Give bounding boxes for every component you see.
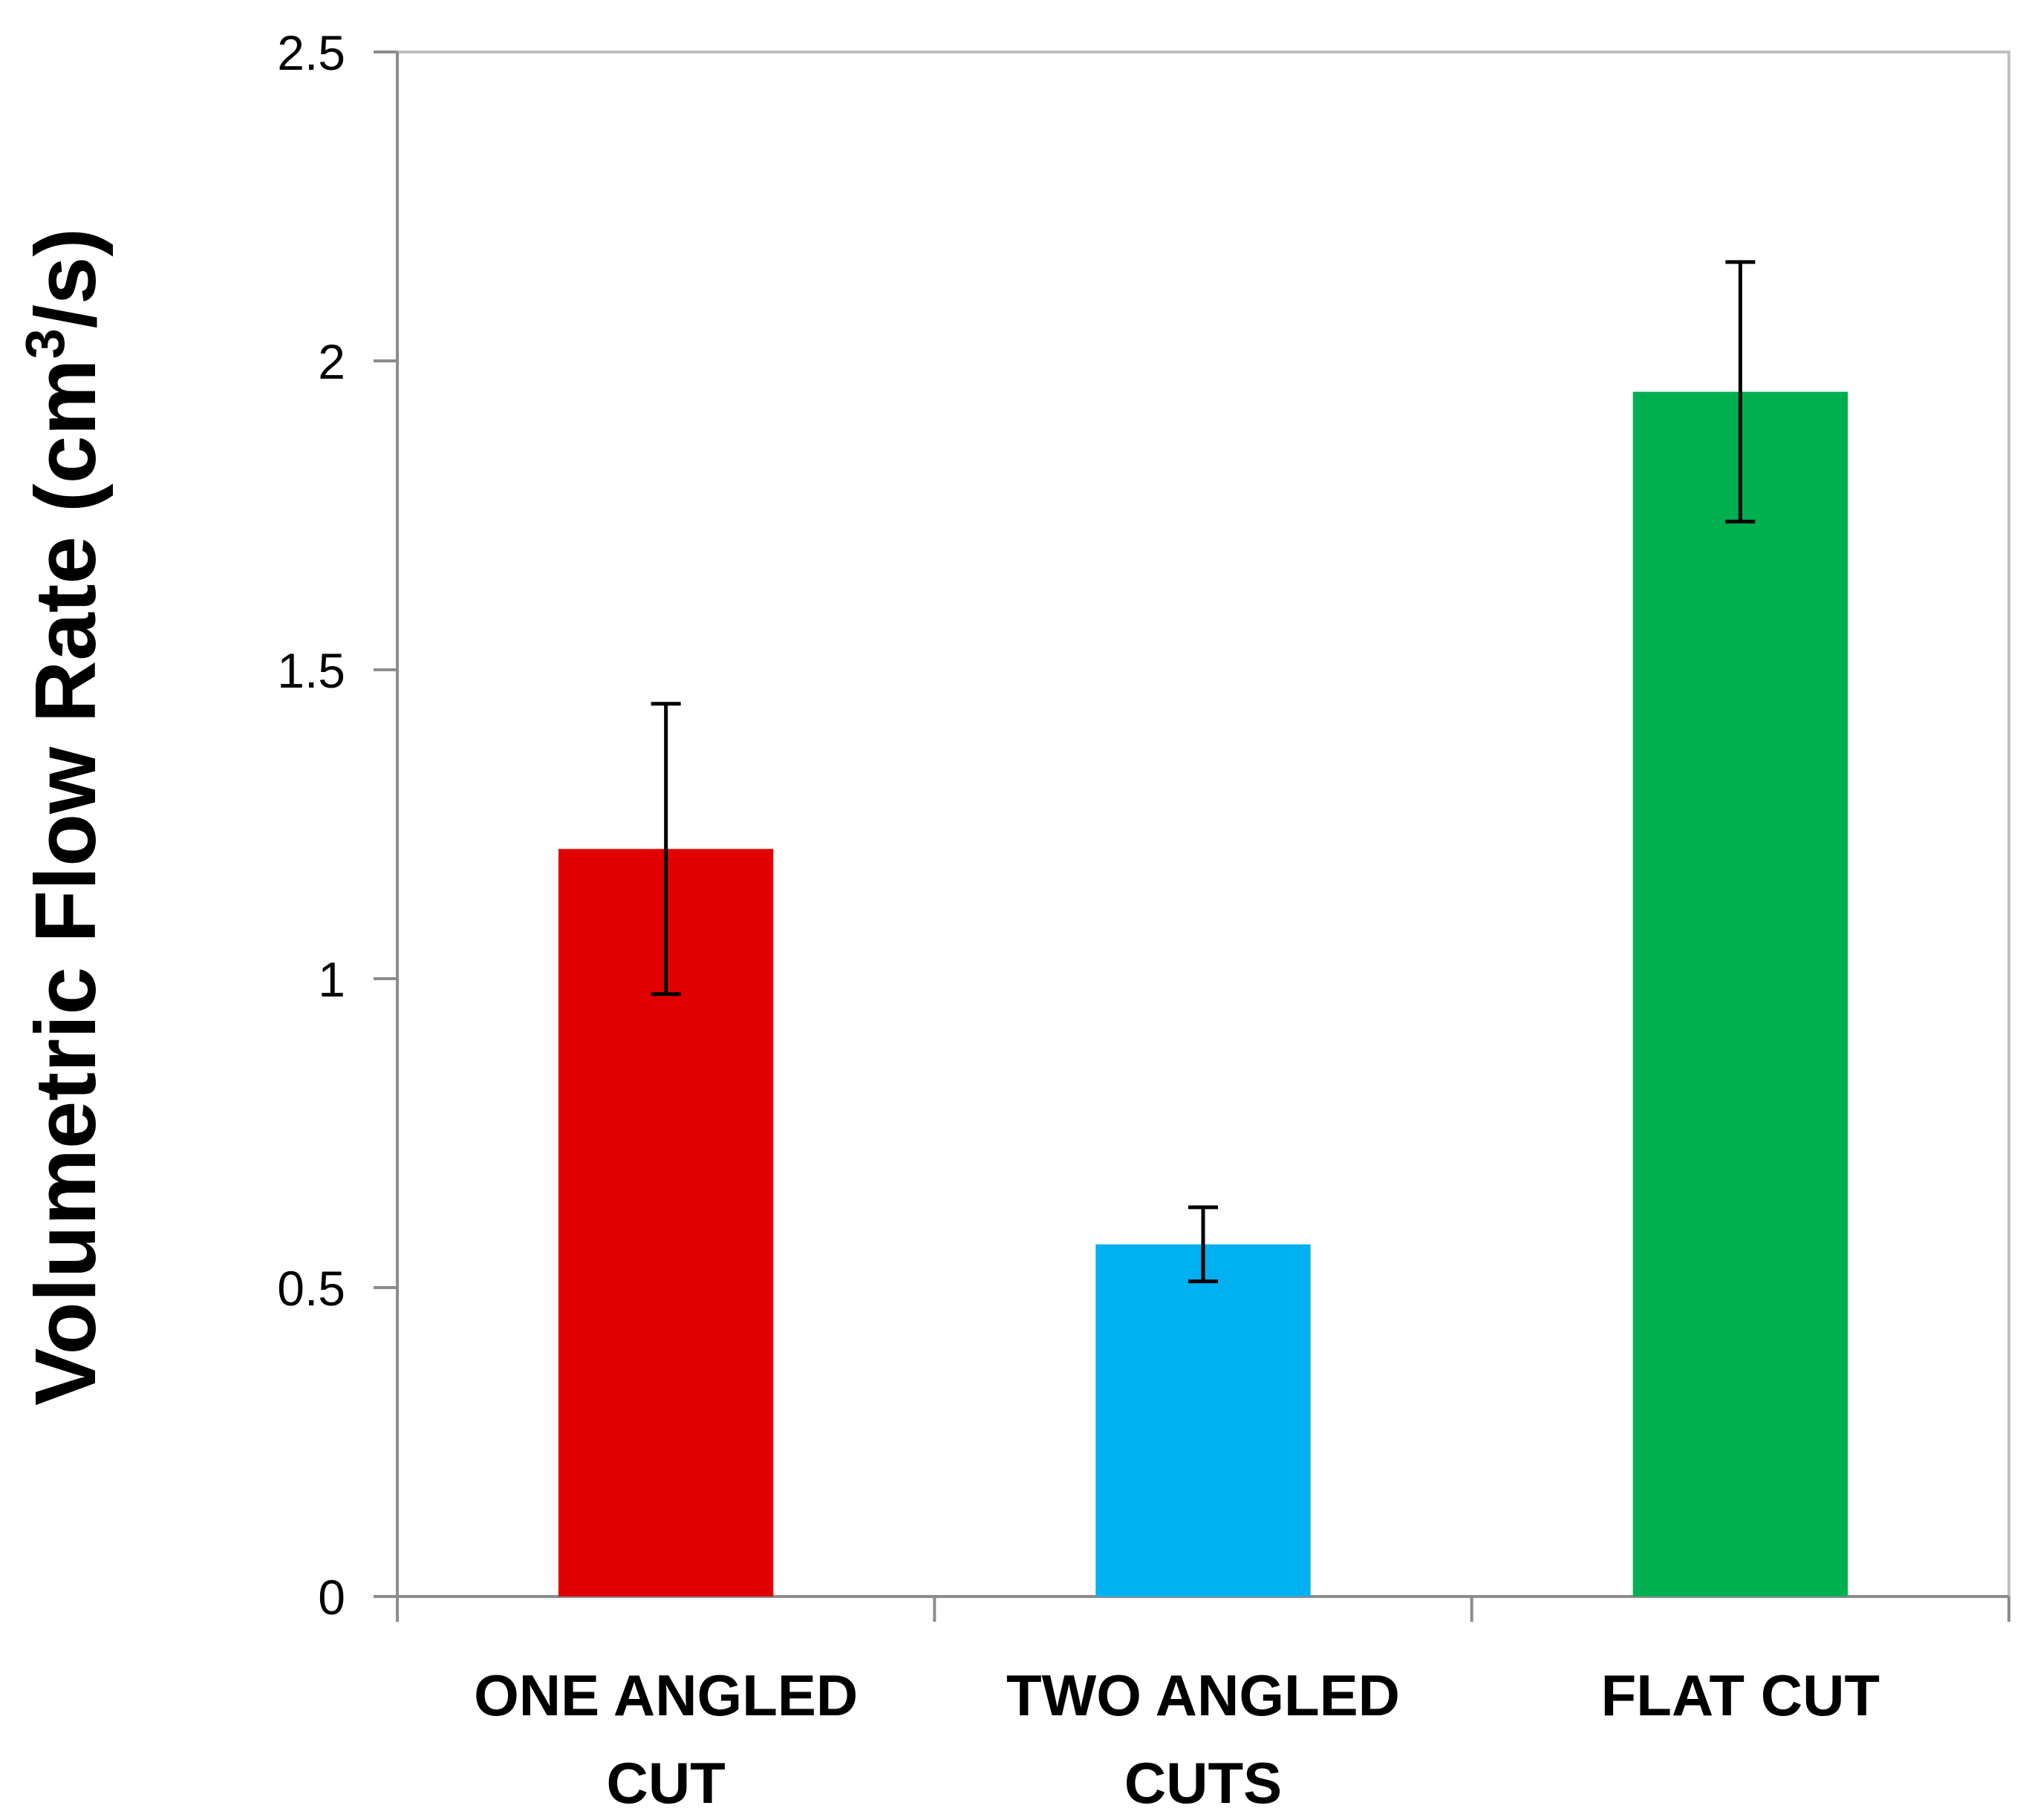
- y-axis-ticks: 0 0.5 1 1.5 2 2.5: [277, 25, 397, 1625]
- x-axis-category-labels: ONE ANGLED CUT TWO ANGLED CUTS FLAT CUT: [474, 1663, 1880, 1816]
- x-category-label-line: CUT: [607, 1750, 726, 1816]
- y-axis-title-prefix: Volumetric Flow Rate (cm: [17, 359, 114, 1406]
- x-category-label: TWO ANGLED CUTS: [1006, 1663, 1400, 1816]
- y-tick-label: 1.5: [277, 643, 345, 698]
- x-category-label-line: FLAT CUT: [1601, 1663, 1880, 1728]
- y-tick-label: 2.5: [277, 25, 345, 80]
- x-axis-ticks: [396, 1596, 2010, 1622]
- y-axis-title-superscript: 3: [14, 328, 76, 359]
- x-category-label: FLAT CUT: [1601, 1663, 1880, 1728]
- x-category-label-line: CUTS: [1124, 1750, 1282, 1816]
- x-category-label: ONE ANGLED CUT: [474, 1663, 858, 1816]
- y-tick-label: 0: [318, 1570, 345, 1625]
- y-axis-title-suffix: /s): [17, 228, 114, 328]
- error-bars-group: [651, 260, 1756, 1284]
- x-category-label-line: TWO ANGLED: [1006, 1663, 1400, 1728]
- x-category-label-line: ONE ANGLED: [474, 1663, 858, 1728]
- y-axis-title: Volumetric Flow Rate (cm3/s): [14, 228, 114, 1406]
- bar: [1632, 391, 1848, 1596]
- y-tick-label: 0.5: [277, 1261, 345, 1316]
- bars-group: [558, 391, 1848, 1596]
- y-tick-label: 1: [318, 952, 345, 1007]
- bar: [1095, 1244, 1311, 1596]
- y-tick-label: 2: [318, 334, 345, 389]
